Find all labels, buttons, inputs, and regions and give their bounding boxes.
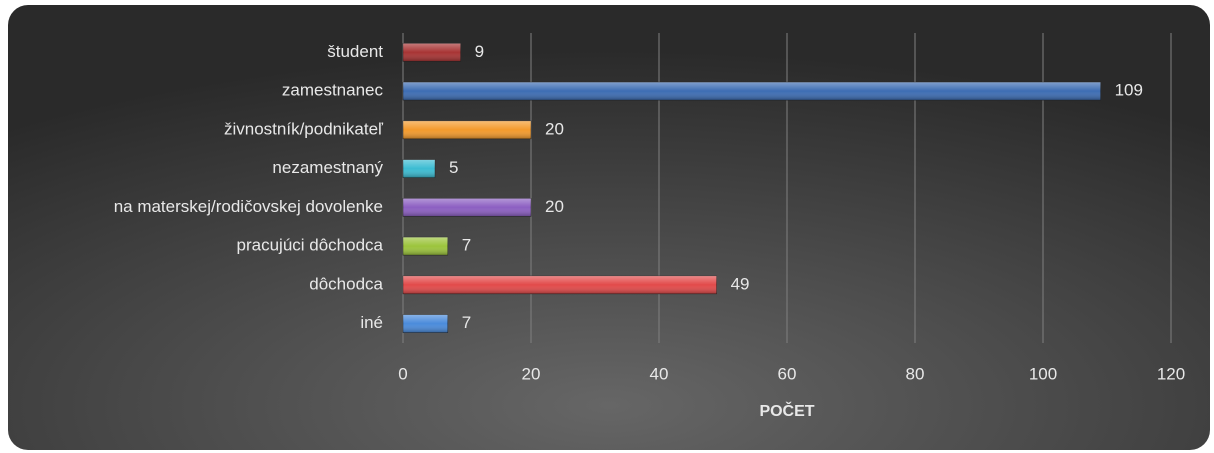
x-tick-label: 20: [522, 364, 541, 383]
data-label: 7: [462, 313, 471, 332]
bar: [402, 81, 1101, 101]
y-tick-label: nezamestnaný: [272, 158, 383, 177]
bar: [402, 159, 436, 178]
x-tick-label: 40: [650, 364, 669, 383]
bar: [402, 275, 717, 295]
data-label: 5: [449, 158, 458, 177]
data-label: 49: [731, 274, 750, 293]
x-tick-label: 0: [398, 364, 407, 383]
bar: [402, 198, 532, 217]
data-label: 20: [545, 119, 564, 138]
x-tick-label: 120: [1157, 364, 1185, 383]
x-tick-label: 80: [906, 364, 925, 383]
chart-background: [8, 5, 1210, 450]
x-tick-label: 100: [1029, 364, 1057, 383]
bar: [402, 43, 461, 62]
y-tick-label: zamestnanec: [282, 81, 384, 100]
x-axis-title: POČET: [759, 401, 814, 420]
data-label: 9: [475, 42, 484, 61]
x-tick-label: 60: [778, 364, 797, 383]
y-tick-label: na materskej/rodičovskej dovolenke: [114, 197, 383, 216]
y-tick-label: iné: [360, 313, 383, 332]
y-tick-label: študent: [327, 42, 383, 61]
y-tick-label: pracujúci dôchodca: [237, 236, 384, 255]
y-tick-label: živnostník/podnikateľ: [224, 119, 384, 138]
bar: [402, 120, 532, 140]
data-label: 7: [462, 236, 471, 255]
data-label: 109: [1115, 81, 1143, 100]
data-label: 20: [545, 197, 564, 216]
bar: [402, 314, 449, 333]
y-tick-label: dôchodca: [309, 274, 383, 293]
bar: [402, 236, 449, 256]
